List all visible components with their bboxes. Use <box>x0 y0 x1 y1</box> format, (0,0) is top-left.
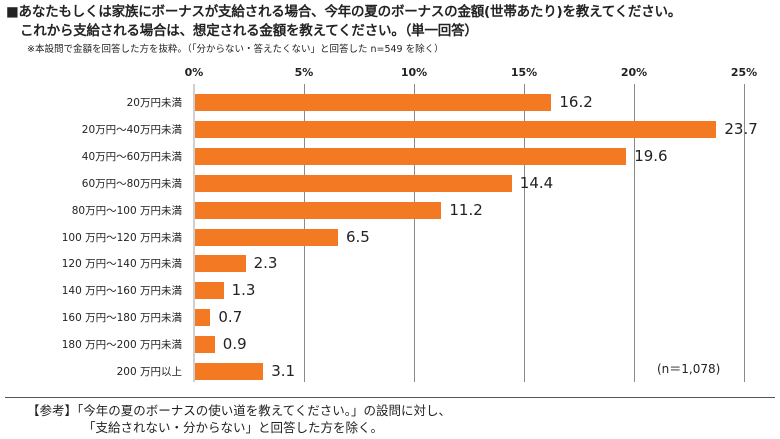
bar <box>195 228 338 246</box>
x-tick-label: 10% <box>400 66 428 79</box>
reference-line-1: 【参考】「今年の夏のボーナスの使い道を教えてください。」の設問に対し、 <box>27 403 452 418</box>
data-label: 0.9 <box>222 335 247 354</box>
data-label: 11.2 <box>449 200 483 219</box>
bar <box>195 336 215 354</box>
reference-note: 【参考】「今年の夏のボーナスの使い道を教えてください。」の設問に対し、 「支給さ… <box>27 402 451 436</box>
chart-title: ■あなたもしくは家族にボーナスが支給される場合、今年の夏のボーナスの金額(世帯あ… <box>6 3 681 41</box>
data-label: 23.7 <box>724 119 758 138</box>
category-label: 180 万円～200 万円未満 <box>61 339 182 352</box>
data-label: 3.1 <box>271 362 296 380</box>
x-tick-label: 25% <box>730 66 758 79</box>
y-axis-line <box>193 84 195 382</box>
chart-note: ※本設問で金額を回答した方を抜粋。（「分からない・答えたくない」と回答した n=… <box>27 44 444 55</box>
category-label: 200 万円以上 <box>116 366 182 378</box>
category-label: 120 万円～140 万円未満 <box>61 258 182 271</box>
category-label: 40万円～60万円未満 <box>81 150 182 163</box>
bar <box>195 201 442 219</box>
category-label: 160 万円～180 万円未満 <box>61 312 182 325</box>
category-label: 80万円～100 万円未満 <box>71 204 182 217</box>
gridline <box>524 84 525 382</box>
x-tick-label: 15% <box>510 66 538 79</box>
x-tick-label: 20% <box>620 66 648 79</box>
bar <box>195 174 512 192</box>
title-line-1: ■あなたもしくは家族にボーナスが支給される場合、今年の夏のボーナスの金額(世帯あ… <box>6 4 682 20</box>
data-label: 14.4 <box>519 173 554 192</box>
bar <box>195 282 224 300</box>
bar <box>195 94 552 111</box>
data-label: 0.7 <box>218 308 243 327</box>
bar <box>195 309 211 327</box>
bar <box>195 120 717 138</box>
x-tick-label: 0% <box>184 66 204 79</box>
x-tick-label: 5% <box>294 66 314 79</box>
title-line-2: これから支給される場合は、想定される金額を教えてください。（単一回答） <box>20 23 478 39</box>
gridline <box>634 84 635 382</box>
gridline <box>744 84 745 382</box>
bar <box>195 363 264 380</box>
data-label: 6.5 <box>346 227 370 246</box>
data-label: 1.3 <box>231 281 256 300</box>
category-label: 20万円～40万円未満 <box>81 123 182 136</box>
gridline <box>414 84 415 382</box>
reference-line-2: 「支給されない・分からない」と回答した方を除く。 <box>83 420 384 435</box>
bar <box>195 147 627 165</box>
data-label: 16.2 <box>559 93 593 111</box>
category-label: 140 万円～160 万円未満 <box>61 285 182 298</box>
sample-size-label: (n＝1,078) <box>657 362 721 376</box>
category-label: 60万円～80万円未満 <box>81 177 182 190</box>
data-label: 19.6 <box>634 146 668 165</box>
bar <box>195 255 246 273</box>
divider-line <box>5 397 775 398</box>
data-label: 2.3 <box>253 254 278 273</box>
category-label: 20万円未満 <box>126 97 182 109</box>
category-label: 100 万円～120 万円未満 <box>61 231 182 244</box>
